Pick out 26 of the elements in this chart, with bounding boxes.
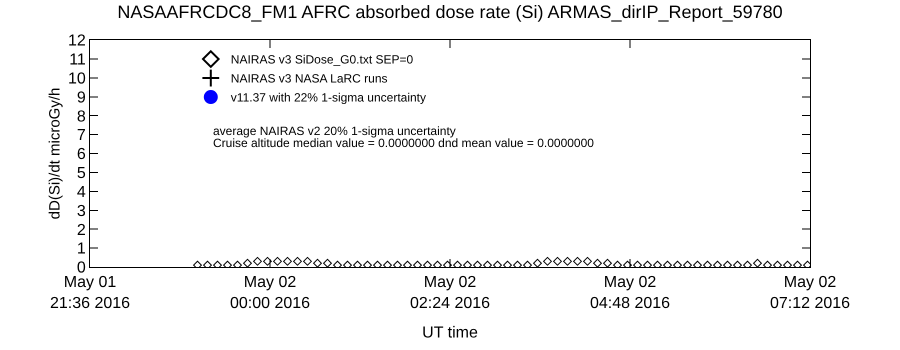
x-tick-label: May 02 02:24 2016 bbox=[410, 274, 490, 312]
annotation: Cruise altitude median value = 0.0000000 dnd mean value = 0.0000000 bbox=[213, 136, 594, 150]
annotation: average NAIRAS v2 20% 1-sigma uncertainty bbox=[213, 124, 456, 138]
y-tick-label: 8 bbox=[76, 108, 86, 126]
legend-label: NAIRAS v3 NASA LaRC runs bbox=[230, 72, 388, 86]
y-tick-label: 0 bbox=[76, 260, 86, 277]
y-tick-label: 3 bbox=[76, 202, 86, 220]
y-tick-label: 12 bbox=[68, 32, 86, 50]
y-tick-label: 1 bbox=[76, 240, 86, 258]
y-axis-title: dD(Si)/dt microGy/h bbox=[46, 88, 64, 220]
x-tick-label: May 02 07:12 2016 bbox=[770, 274, 850, 312]
chart-title: NASAAFRCDC8_FM1 AFRC absorbed dose rate (Si) ARMAS_dirIP_Report_59780 bbox=[117, 2, 783, 22]
y-tick-label: 6 bbox=[76, 146, 86, 164]
y-tick-label: 9 bbox=[76, 89, 86, 106]
x-tick-label: May 02 00:00 2016 bbox=[230, 274, 310, 312]
y-tick-label: 2 bbox=[76, 222, 86, 239]
legend-label: NAIRAS v3 SiDose_G0.txt SEP=0 bbox=[230, 52, 414, 67]
y-tick-label: 11 bbox=[69, 52, 86, 69]
y-tick-label: 10 bbox=[68, 70, 86, 88]
x-axis-title: UT time bbox=[422, 324, 478, 342]
legend-label: v11.37 with 22% 1-sigma uncertainty bbox=[230, 90, 426, 105]
y-tick-label: 4 bbox=[76, 184, 86, 201]
x-tick-label: May 02 04:48 2016 bbox=[590, 274, 670, 312]
y-tick-label: 7 bbox=[76, 127, 86, 144]
x-tick-label: May 01 21:36 2016 bbox=[50, 274, 130, 312]
y-tick-label: 5 bbox=[76, 165, 86, 182]
